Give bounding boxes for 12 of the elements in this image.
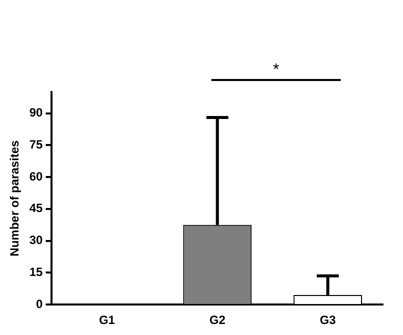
y-tick-label: 90 [29,106,44,120]
y-tick-label: 75 [29,137,44,152]
x-tick-label: G2 [209,313,226,328]
y-tick-label: 0 [36,296,44,311]
x-tick-label: G1 [98,313,116,328]
y-tick-label: 60 [29,169,44,184]
text: * [272,61,280,78]
y-tick-label: 30 [29,233,44,248]
y-axis-title: Number of parasites [8,140,22,256]
y-tick-label: 15 [29,265,44,280]
x-tick-label: G3 [320,313,336,328]
y-tick-label: 45 [29,201,44,216]
